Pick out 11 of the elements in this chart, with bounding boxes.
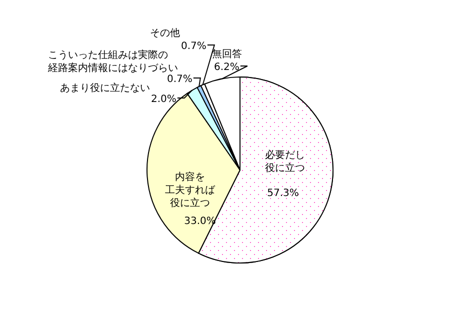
data-label: 2.0% (151, 94, 176, 105)
slice-label: 無回答 (212, 48, 242, 60)
data-label: 57.3% (267, 188, 299, 199)
slice-label: 内容を工夫すれば役に立つ (165, 171, 216, 209)
data-label: 6.2% (214, 62, 240, 73)
slice-label: こういった仕組みは実際の経路案内情報にはなりづらい (47, 49, 178, 74)
data-label: 0.7% (167, 74, 192, 85)
slice-label: あまり役に立たない (60, 82, 150, 94)
data-label: 0.7% (181, 41, 206, 52)
slice-label: 必要だし役に立つ (265, 149, 305, 174)
slice-label: その他 (150, 27, 180, 39)
